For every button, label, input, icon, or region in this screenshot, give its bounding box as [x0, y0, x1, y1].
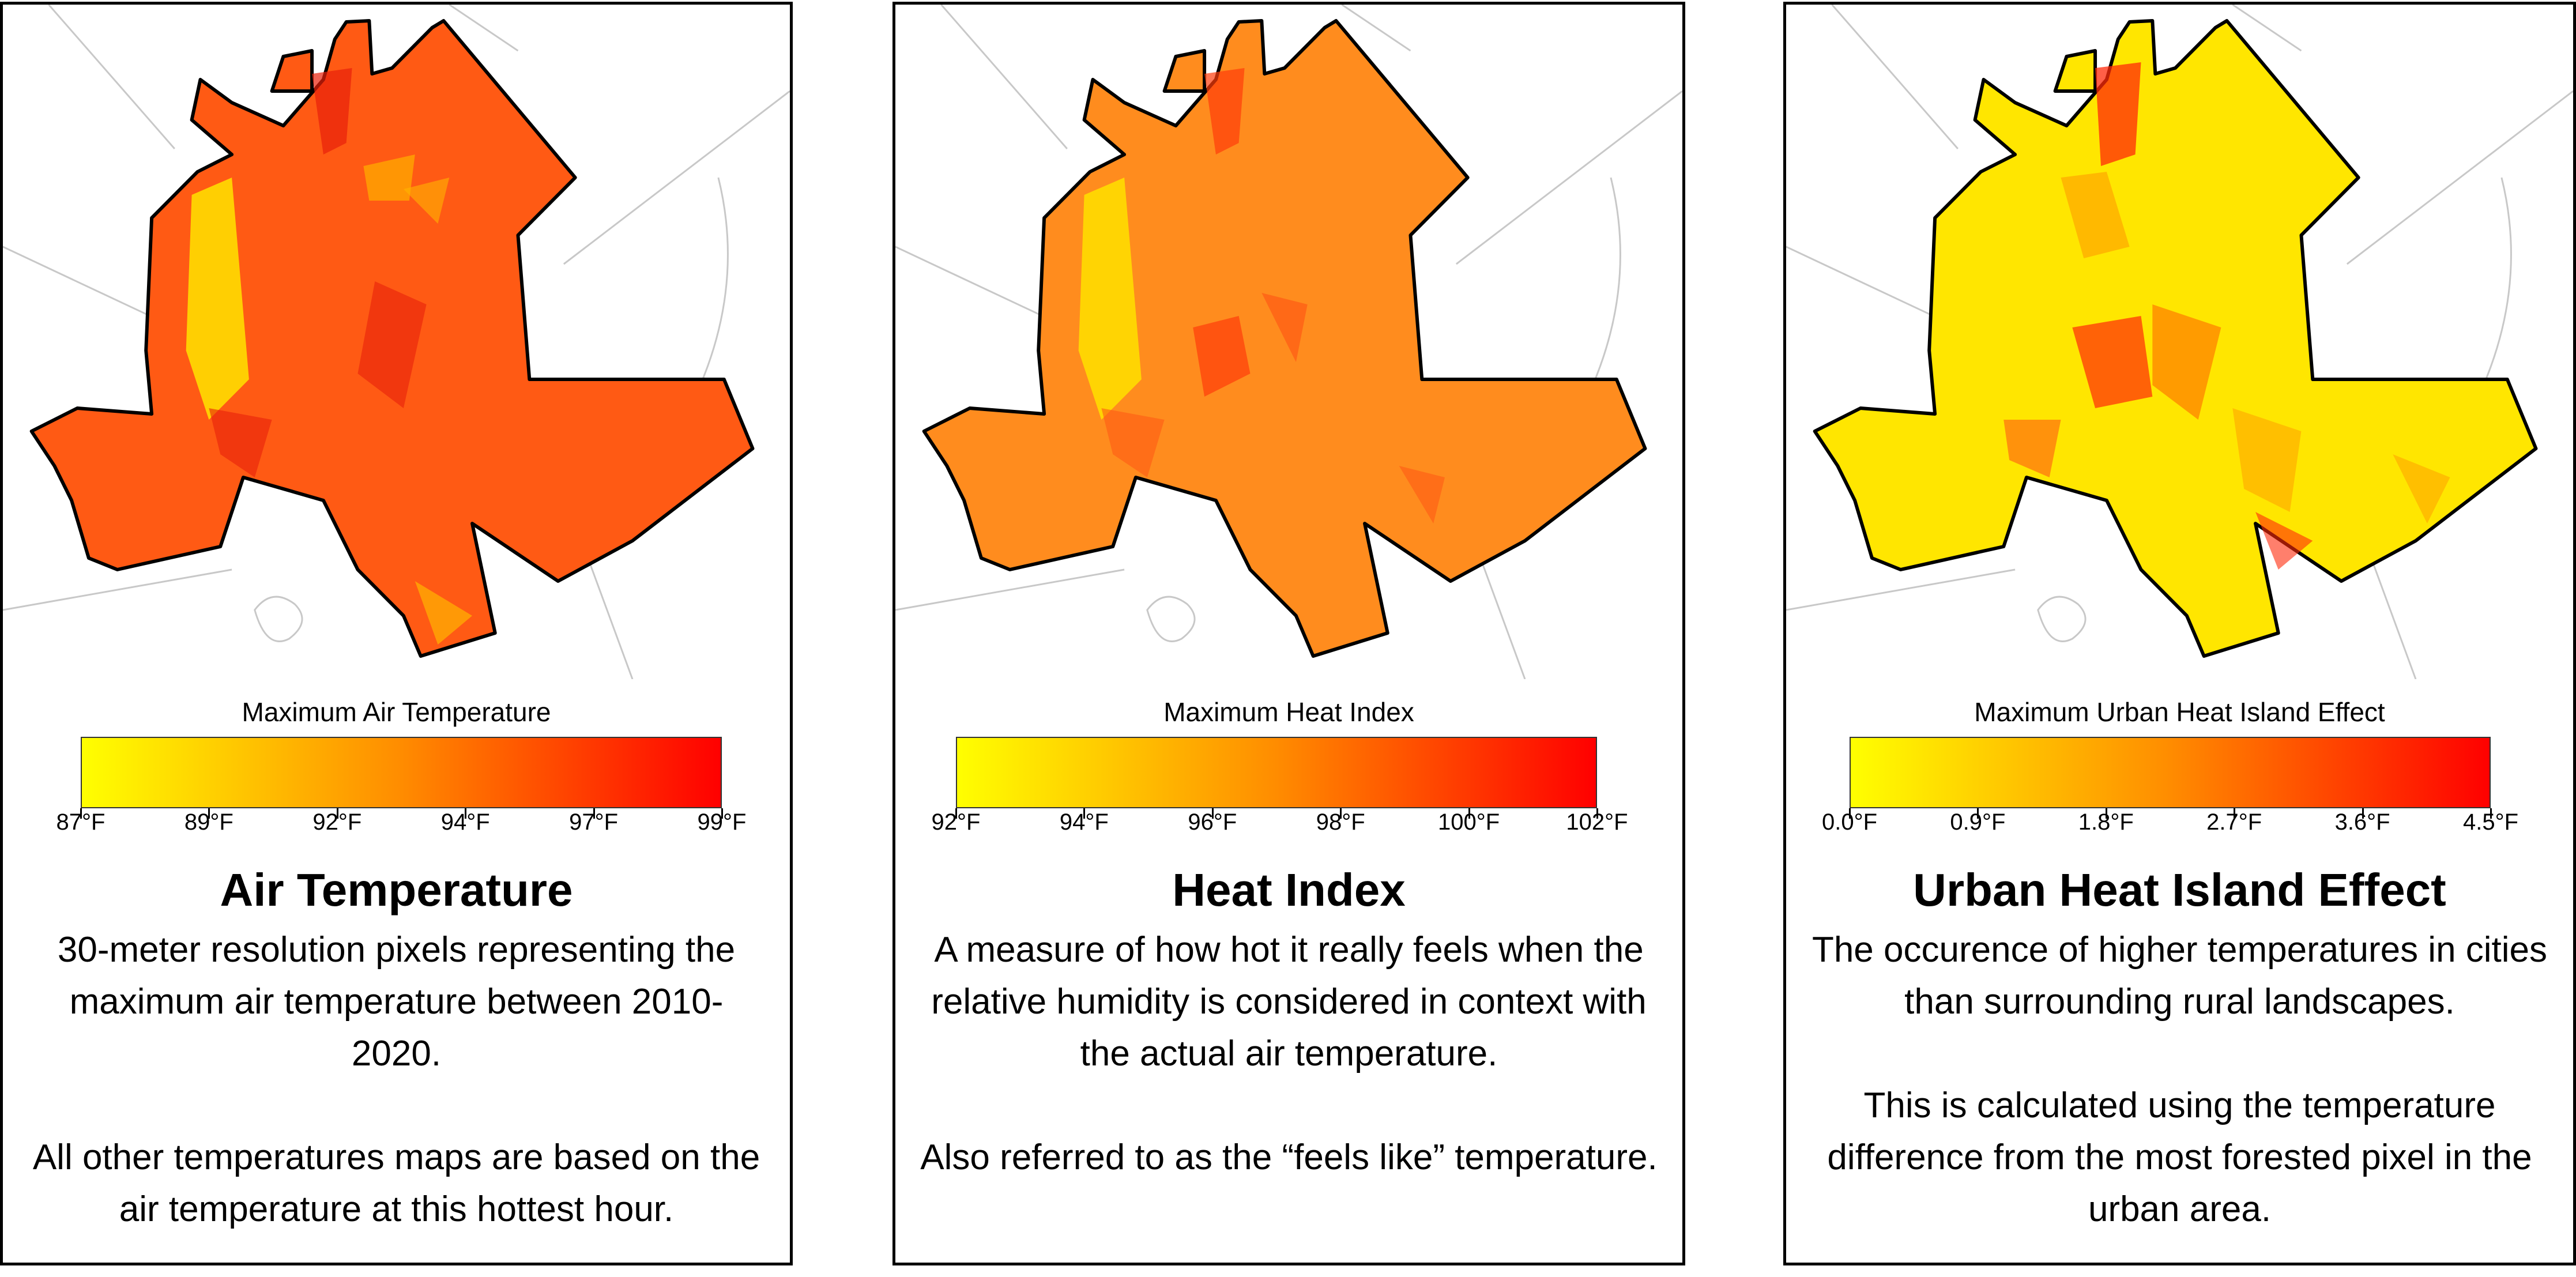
tick-label: 94°F	[440, 809, 490, 835]
panel-title: Air Temperature	[220, 864, 573, 916]
colorbar-tick-labels: 92°F 94°F 96°F 98°F 100°F 102°F	[932, 809, 1628, 844]
map-svg	[895, 5, 1682, 679]
tick-mark	[208, 808, 210, 819]
colorbar-ticks	[1849, 808, 2492, 820]
tick-label: 87°F	[56, 809, 106, 835]
tick-label: 1.8°F	[2078, 809, 2134, 835]
panel-description: 30-meter resolution pixels representing …	[26, 924, 767, 1235]
tick-label: 2.7°F	[2206, 809, 2262, 835]
tick-label: 98°F	[1316, 809, 1365, 835]
panel-air-temperature: Maximum Air Temperature 87°F 89°F 92°F 9…	[0, 2, 793, 1265]
tick-label: 97°F	[569, 809, 619, 835]
panel-description: The occurence of higher temperatures in …	[1809, 924, 2550, 1235]
colorbar	[956, 737, 1597, 808]
tick-mark	[2234, 808, 2236, 819]
description-paragraph: The occurence of higher temperatures in …	[1812, 930, 2548, 1022]
heat-patches	[1078, 68, 1445, 523]
colorbar-tick-labels: 87°F 89°F 92°F 94°F 97°F 99°F	[57, 809, 747, 844]
tick-label: 96°F	[1188, 809, 1237, 835]
tick-label: 102°F	[1566, 809, 1628, 835]
tick-mark	[1211, 808, 1214, 819]
tick-mark	[2490, 808, 2492, 819]
map-heat-index	[895, 5, 1682, 679]
panel-heat-index: Maximum Heat Index 92°F 94°F 96°F 98°F 1…	[892, 2, 1685, 1265]
panel-urban-heat-island: Maximum Urban Heat Island Effect 0.0°F 0…	[1783, 2, 2576, 1265]
tick-label: 0.9°F	[1950, 809, 2006, 835]
description-paragraph: 30-meter resolution pixels representing …	[57, 930, 736, 1073]
tick-mark	[593, 808, 595, 819]
legend-title: Maximum Urban Heat Island Effect	[1974, 697, 2385, 727]
map-svg	[3, 5, 790, 679]
tick-mark	[1849, 808, 1851, 819]
tick-label: 3.6°F	[2334, 809, 2390, 835]
legend-title: Maximum Air Temperature	[242, 697, 551, 727]
tick-label: 100°F	[1438, 809, 1500, 835]
tick-mark	[1596, 808, 1598, 819]
colorbar	[1850, 737, 2491, 808]
tick-mark	[955, 808, 957, 819]
tick-label: 92°F	[312, 809, 362, 835]
description-paragraph: All other temperatures maps are based on…	[32, 1137, 760, 1229]
colorbar-ticks	[80, 808, 723, 820]
legend-title: Maximum Heat Index	[1163, 697, 1414, 727]
tick-mark	[1977, 808, 1979, 819]
tick-mark	[336, 808, 338, 819]
tick-mark	[1083, 808, 1086, 819]
panel-title: Urban Heat Island Effect	[1913, 864, 2446, 916]
tick-mark	[465, 808, 467, 819]
heat-patches	[186, 68, 473, 645]
panel-description: A measure of how hot it really feels whe…	[918, 924, 1659, 1184]
colorbar-ticks	[955, 808, 1598, 820]
tick-label: 94°F	[1059, 809, 1109, 835]
tick-mark	[2362, 808, 2364, 819]
panel-title: Heat Index	[1172, 864, 1406, 916]
map-air-temperature	[3, 5, 790, 679]
tick-label: 0.0°F	[1821, 809, 1878, 835]
map-urban-heat-island	[1786, 5, 2573, 679]
heat-patches	[2003, 62, 2450, 570]
tick-label: 99°F	[697, 809, 747, 835]
description-paragraph: Also referred to as the “feels like” tem…	[920, 1137, 1658, 1177]
tick-mark	[2105, 808, 2107, 819]
description-paragraph: This is calculated using the temperature…	[1827, 1086, 2532, 1229]
description-paragraph: A measure of how hot it really feels whe…	[931, 930, 1647, 1073]
tick-label: 89°F	[184, 809, 234, 835]
tick-label: 92°F	[931, 809, 981, 835]
colorbar	[81, 737, 722, 808]
tick-mark	[1340, 808, 1342, 819]
tick-mark	[1468, 808, 1470, 819]
tick-mark	[80, 808, 82, 819]
tick-mark	[721, 808, 723, 819]
map-svg	[1786, 5, 2573, 679]
tick-label: 4.5°F	[2462, 809, 2519, 835]
colorbar-tick-labels: 0.0°F 0.9°F 1.8°F 2.7°F 3.6°F 4.5°F	[1822, 809, 2518, 844]
